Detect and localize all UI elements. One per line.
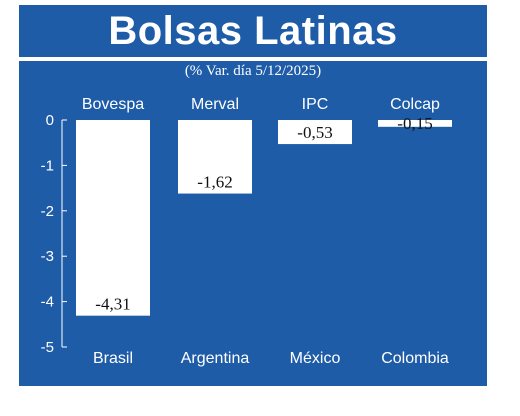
y-tick-label: 0 [46, 112, 54, 129]
data-label: -4,31 [95, 295, 130, 314]
y-tick-label: -3 [41, 248, 54, 265]
chart-title: Bolsas Latinas [108, 9, 398, 53]
category-label: Brasil [93, 350, 133, 367]
index-label: IPC [302, 96, 329, 113]
y-tick-label: -5 [41, 339, 54, 356]
bar-colombia [378, 120, 452, 127]
index-label: Bovespa [82, 96, 144, 113]
data-label: -0,15 [397, 114, 432, 133]
category-label: México [290, 350, 341, 367]
title-divider [19, 57, 487, 61]
bar-argentina [178, 120, 252, 194]
category-label: Colombia [381, 350, 449, 367]
y-tick-label: -1 [41, 157, 54, 174]
y-tick-label: -4 [41, 294, 54, 311]
index-label: Merval [191, 96, 239, 113]
chart-subtitle: (% Var. día 5/12/2025) [184, 63, 322, 79]
index-label: Colcap [390, 96, 440, 113]
data-label: -1,62 [197, 173, 232, 192]
category-label: Argentina [181, 350, 250, 367]
bar-mexico [278, 120, 352, 145]
y-tick-label: -2 [41, 203, 54, 220]
bar-brasil [76, 120, 150, 316]
data-label: -0,53 [297, 123, 332, 142]
